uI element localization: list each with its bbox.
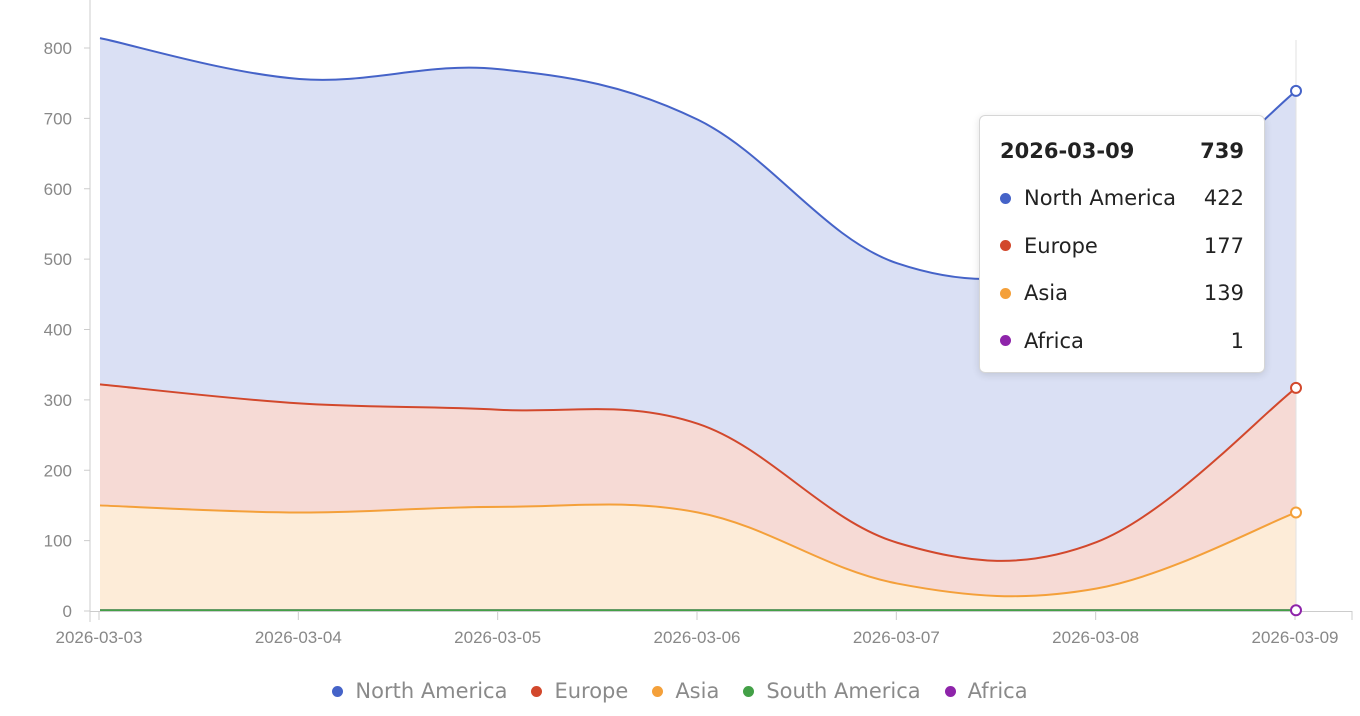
tooltip-header: 2026-03-09 739 [1000, 136, 1244, 166]
x-tick-label: 2026-03-03 [56, 628, 143, 647]
point-asia [1290, 506, 1302, 519]
legend-dot-icon [652, 685, 664, 697]
legend-dot-icon [743, 685, 755, 697]
legend-label: Europe [554, 679, 629, 703]
area-north-america [100, 38, 1296, 561]
y-tick-label: 700 [44, 109, 72, 128]
tooltip-total: 739 [1200, 139, 1244, 163]
tooltip-series-value: 177 [1203, 233, 1244, 258]
tooltip-dot-icon [1000, 192, 1011, 204]
tooltip-dot-icon [1000, 287, 1011, 299]
tooltip-series-value: 422 [1203, 186, 1244, 210]
y-tick-label: 300 [44, 391, 72, 410]
area-europe [100, 384, 1296, 597]
tooltip-series-name: North America [1024, 186, 1177, 210]
line-europe [99, 383, 1297, 562]
x-tick-label: 2026-03-05 [454, 628, 541, 647]
legend-item-north-america[interactable]: North America [332, 679, 507, 703]
legend-label: Africa [967, 679, 1028, 703]
legend-item-asia[interactable]: Asia [652, 679, 719, 703]
legend-dot-icon [531, 685, 543, 697]
ticks-layer: 0 100 200 300 400 500 600 700 800 2026-03-03 2026-… [44, 39, 1353, 647]
points-layer [1290, 84, 1302, 617]
tooltip-row: Asia 139 [1000, 278, 1244, 308]
tooltip-row: Europe 177 [1000, 231, 1244, 261]
legend-item-africa[interactable]: Africa [944, 679, 1028, 703]
area-asia [100, 504, 1296, 611]
y-tick-label: 600 [44, 180, 72, 199]
legend-label: Asia [675, 679, 720, 703]
tooltip-series-value: 1 [1230, 328, 1244, 353]
point-africa [1290, 604, 1302, 617]
x-tick-label: 2026-03-08 [1052, 628, 1139, 647]
point-north-america [1290, 84, 1302, 97]
legend-dot-icon [944, 685, 956, 697]
tooltip-row: North America 422 [1000, 183, 1244, 213]
legend-label: South America [766, 679, 921, 703]
y-tick-label: 200 [44, 461, 72, 480]
y-tick-label: 800 [44, 39, 72, 58]
y-tick-label: 100 [44, 532, 72, 551]
legend-dot-icon [332, 685, 344, 697]
legend-item-south-america[interactable]: South America [743, 679, 921, 703]
legend: North America Europe Asia South America … [0, 675, 1360, 707]
x-tick-label: 2026-03-06 [654, 628, 741, 647]
tooltip-series-name: Africa [1024, 328, 1084, 353]
x-tick-label: 2026-03-09 [1252, 628, 1339, 647]
point-europe [1290, 381, 1302, 394]
x-tick-label: 2026-03-04 [255, 628, 342, 647]
tooltip-series-name: Europe [1024, 233, 1098, 258]
legend-label: North America [355, 679, 508, 703]
y-tick-label: 400 [44, 321, 72, 340]
x-tick-label: 2026-03-07 [853, 628, 940, 647]
tooltip-dot-icon [1000, 240, 1011, 251]
legend-item-europe[interactable]: Europe [531, 679, 628, 703]
y-tick-label: 0 [63, 602, 72, 621]
tooltip: 2026-03-09 739 North America 422 Europe … [979, 115, 1265, 373]
tooltip-dot-icon [1000, 335, 1011, 346]
tooltip-date: 2026-03-09 [1000, 139, 1135, 163]
line-asia [99, 503, 1297, 598]
tooltip-series-name: Asia [1024, 281, 1069, 305]
tooltip-series-value: 139 [1203, 281, 1244, 305]
tooltip-row: Africa 1 [1000, 326, 1244, 356]
y-tick-label: 500 [44, 250, 72, 269]
